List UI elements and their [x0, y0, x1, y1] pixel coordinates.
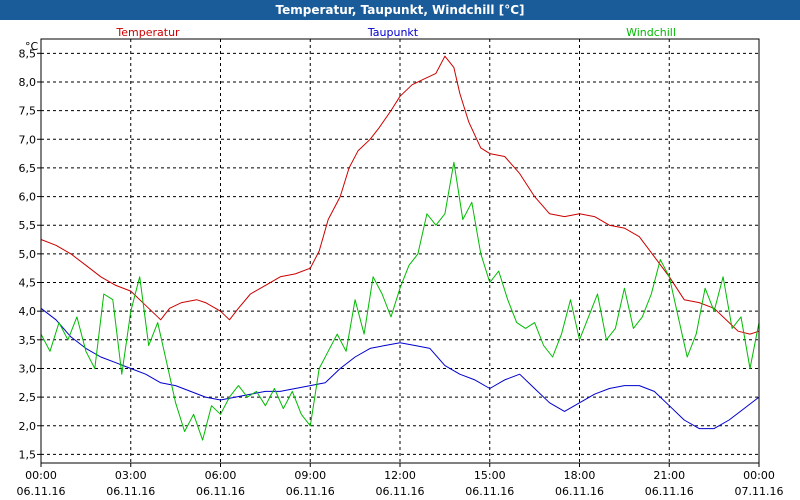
legend-taupunkt: Taupunkt — [367, 26, 419, 39]
x-tick-time: 12:00 — [384, 469, 416, 482]
y-tick-label: 1,5 — [19, 448, 37, 461]
y-axis-ticks: 1,5 2,0 2,5 3,0 3,5 4,0 4,5 5,0 5,5 6,0 6,5 7,0 7,5 8… — [19, 47, 41, 461]
x-tick-time: 09:00 — [294, 469, 326, 482]
y-axis-unit: °C — [25, 40, 39, 53]
series-line-temperatur — [40, 55, 760, 335]
x-tick-time: 15:00 — [474, 469, 506, 482]
x-tick-date: 06.11.16 — [376, 485, 425, 498]
x-tick-date: 07.11.16 — [735, 485, 784, 498]
chart-svg: Temperatur Taupunkt Windchill °C 1,5 2,0 2,5… — [17, 26, 784, 498]
y-tick-label: 7,0 — [19, 133, 37, 146]
grid — [41, 39, 759, 463]
y-tick-label: 4,5 — [19, 277, 37, 290]
chart-title-bar: Temperatur, Taupunkt, Windchill [°C] — [0, 0, 800, 20]
y-tick-label: 5,5 — [19, 219, 37, 232]
x-tick-date: 06.11.16 — [196, 485, 245, 498]
chart-area: Temperatur Taupunkt Windchill °C 1,5 2,0 2,5… — [0, 20, 800, 500]
y-axis-label: °C — [25, 40, 39, 53]
y-tick-label: 5,0 — [19, 248, 37, 261]
chart-title: Temperatur, Taupunkt, Windchill [°C] — [275, 3, 525, 17]
x-tick-time: 00:00 — [743, 469, 775, 482]
x-tick-date: 06.11.16 — [286, 485, 335, 498]
y-tick-label: 2,0 — [19, 420, 37, 433]
series-lines — [40, 55, 760, 441]
x-tick-date: 06.11.16 — [106, 485, 155, 498]
y-tick-label: 2,5 — [19, 391, 37, 404]
x-tick-date: 06.11.16 — [645, 485, 694, 498]
x-tick-date: 06.11.16 — [555, 485, 604, 498]
series-line-taupunkt — [40, 307, 760, 430]
x-tick-date: 06.11.16 — [465, 485, 514, 498]
y-tick-label: 7,5 — [19, 105, 37, 118]
x-tick-time: 21:00 — [653, 469, 685, 482]
y-tick-label: 6,0 — [19, 191, 37, 204]
y-tick-label: 3,0 — [19, 362, 37, 375]
y-tick-label: 3,5 — [19, 334, 37, 347]
legend: Temperatur Taupunkt Windchill — [115, 26, 676, 39]
x-tick-time: 03:00 — [115, 469, 147, 482]
x-axis-ticks: 00:00 06.11.16 03:00 06.11.16 06:00 06.11.16 0… — [17, 463, 784, 498]
x-tick-time: 06:00 — [205, 469, 237, 482]
y-tick-label: 8,5 — [19, 47, 37, 60]
x-tick-date: 06.11.16 — [17, 485, 66, 498]
series-line-windchill — [40, 161, 760, 441]
legend-temperatur: Temperatur — [115, 26, 180, 39]
legend-windchill: Windchill — [626, 26, 676, 39]
y-tick-label: 6,5 — [19, 162, 37, 175]
x-tick-time: 00:00 — [25, 469, 57, 482]
y-tick-label: 8,0 — [19, 76, 37, 89]
x-tick-time: 18:00 — [564, 469, 596, 482]
y-tick-label: 4,0 — [19, 305, 37, 318]
